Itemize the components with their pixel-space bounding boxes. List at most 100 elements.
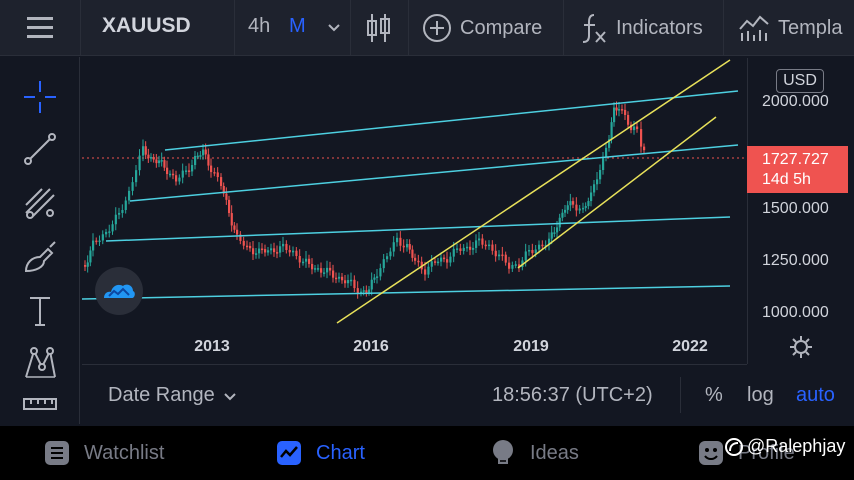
candle-body — [267, 250, 270, 253]
candle-body — [569, 201, 572, 206]
candle-body — [443, 257, 446, 260]
candle-body — [338, 276, 341, 279]
bar-countdown: 14d 5h — [762, 171, 811, 188]
candle-body — [462, 247, 465, 251]
candle-body — [564, 209, 567, 213]
ruler-tool[interactable] — [20, 393, 60, 417]
candle-body — [368, 289, 371, 293]
date-range-button[interactable]: Date Range — [108, 384, 239, 407]
clock-timezone[interactable]: 18:56:37 (UTC+2) — [492, 384, 653, 406]
crosshair-tool[interactable] — [20, 77, 60, 117]
bottom-navigation: Watchlist Chart Ideas Profile — [0, 426, 854, 480]
candle-body — [392, 242, 395, 252]
candle-body — [84, 265, 87, 267]
candle-body — [541, 244, 544, 247]
candle-body — [92, 240, 95, 251]
nav-watchlist[interactable]: Watchlist — [44, 426, 164, 480]
candle-body — [402, 245, 405, 248]
gear-icon[interactable] — [789, 335, 813, 359]
price-tick: 1250.000 — [762, 252, 829, 269]
year-tick: 2019 — [513, 338, 549, 355]
candle-body — [640, 129, 643, 147]
interval-button[interactable]: 4h — [248, 15, 271, 37]
candle-body — [317, 268, 320, 270]
candle-body — [255, 253, 258, 255]
candle-body — [202, 149, 205, 156]
candle-body — [252, 248, 255, 255]
candle-body — [382, 259, 385, 269]
trend-line-tool[interactable] — [20, 129, 60, 169]
candle-body — [239, 234, 242, 241]
nav-ideas-label: Ideas — [530, 441, 579, 464]
log-scale-button[interactable]: log — [747, 384, 774, 406]
indicators-button[interactable]: Indicators — [580, 0, 703, 56]
candle-body — [144, 146, 147, 155]
candle-body — [365, 290, 368, 293]
pattern-tool[interactable] — [20, 343, 60, 383]
candle-body — [621, 109, 624, 111]
indicators-label: Indicators — [616, 16, 703, 39]
nav-profile[interactable]: Profile — [698, 426, 795, 480]
trend-line — [336, 59, 731, 324]
menu-button[interactable] — [0, 0, 80, 56]
candle-body — [188, 170, 191, 172]
tradingview-logo[interactable] — [95, 267, 143, 315]
candle-body — [172, 173, 175, 176]
candle-body — [417, 260, 420, 263]
channel-line — [105, 216, 731, 242]
candle-body — [446, 259, 449, 263]
candle-body — [311, 263, 314, 270]
trend-line — [517, 116, 717, 269]
candle-body — [181, 170, 184, 178]
candle-body — [596, 179, 599, 185]
lightbulb-icon — [493, 440, 513, 464]
candle-body — [344, 280, 347, 284]
candle-body — [424, 269, 427, 275]
chart-style-button[interactable]: M — [289, 15, 306, 37]
candle-body — [135, 170, 138, 183]
current-price-value: 1727.727 — [762, 151, 829, 168]
candle-body — [504, 254, 507, 263]
candle-body — [163, 160, 166, 168]
compare-button[interactable]: Compare — [422, 0, 542, 56]
candle-body — [228, 199, 231, 214]
price-chart[interactable] — [82, 58, 854, 364]
candle-body — [124, 200, 127, 210]
candle-body — [478, 238, 481, 241]
brush-tool[interactable] — [20, 237, 60, 277]
year-tick: 2022 — [672, 338, 708, 355]
crosshair-icon — [24, 81, 56, 113]
auto-scale-button[interactable]: auto — [796, 384, 835, 406]
candle-body — [147, 154, 150, 159]
candles-icon[interactable] — [364, 12, 394, 44]
nav-chart[interactable]: Chart — [276, 426, 365, 480]
date-range-label: Date Range — [108, 384, 215, 406]
candle-body — [615, 107, 618, 111]
candle-body — [593, 184, 596, 193]
candle-body — [575, 204, 578, 211]
watermark: @Ralephjay — [724, 436, 845, 457]
currency-button[interactable]: USD — [776, 69, 824, 93]
candle-body — [508, 262, 511, 269]
candle-body — [528, 250, 531, 252]
candle-body — [210, 165, 213, 173]
year-tick: 2013 — [194, 338, 230, 355]
chevron-down-icon[interactable] — [326, 16, 342, 40]
text-tool[interactable] — [20, 291, 60, 331]
candle-body — [95, 240, 98, 243]
candle-body — [175, 175, 178, 182]
candle-body — [347, 280, 350, 284]
fib-tool[interactable] — [20, 183, 60, 223]
candle-body — [550, 232, 553, 239]
candle-body — [618, 109, 621, 111]
candle-body — [362, 290, 365, 292]
candle-body — [494, 250, 497, 257]
nav-ideas[interactable]: Ideas — [490, 426, 579, 480]
percent-scale-button[interactable]: % — [705, 384, 723, 406]
templates-button[interactable]: Templa — [738, 0, 842, 56]
channel-line — [82, 285, 731, 300]
symbol-search-button[interactable]: XAUUSD — [102, 14, 191, 37]
candle-body — [152, 157, 155, 160]
candle-body — [524, 251, 527, 261]
current-price-badge: 1727.727 14d 5h — [747, 146, 848, 193]
